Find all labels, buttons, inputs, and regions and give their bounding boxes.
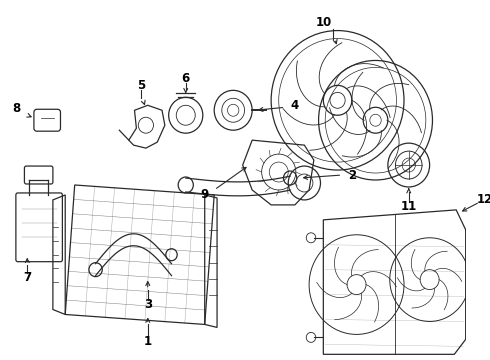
Text: 6: 6 xyxy=(182,72,190,85)
Text: 1: 1 xyxy=(144,335,152,348)
Text: 9: 9 xyxy=(200,188,209,202)
Text: 8: 8 xyxy=(13,102,21,115)
Text: 4: 4 xyxy=(291,99,299,112)
Text: 2: 2 xyxy=(348,168,356,181)
Text: 12: 12 xyxy=(477,193,490,206)
Text: 5: 5 xyxy=(137,79,145,92)
Text: 7: 7 xyxy=(23,271,31,284)
Text: 3: 3 xyxy=(144,298,152,311)
Text: 10: 10 xyxy=(315,16,331,29)
Text: 11: 11 xyxy=(401,201,417,213)
